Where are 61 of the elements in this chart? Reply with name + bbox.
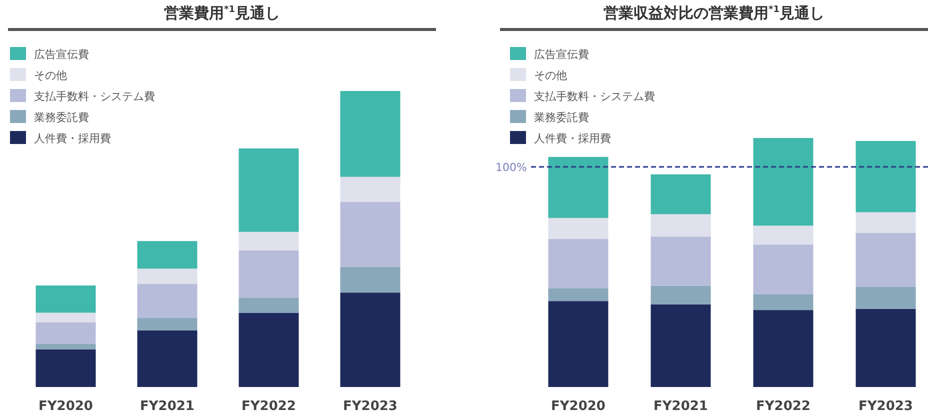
legend-label: 支払手数料・システム費	[34, 90, 155, 103]
x-tick-label: FY2021	[140, 399, 194, 414]
bar	[548, 288, 608, 302]
bar	[36, 285, 96, 313]
bar	[753, 244, 814, 294]
text: 100%	[496, 160, 527, 174]
legend-label: 広告宣伝費	[34, 48, 89, 61]
bar	[753, 294, 814, 310]
chart-title: 営業費用$^{*1}$見通し	[8, 4, 436, 31]
bar	[856, 140, 916, 212]
bar	[340, 91, 400, 177]
bar	[36, 349, 96, 387]
bar	[340, 202, 400, 267]
bar	[36, 312, 96, 322]
legend-label: その他	[534, 69, 567, 82]
legend-label: 人件費・採用費	[34, 132, 111, 145]
bar	[856, 212, 916, 233]
legend-label: 人件費・採用費	[534, 132, 611, 145]
bar	[340, 176, 400, 202]
bar	[753, 226, 814, 245]
legend-label: 業務委託費	[34, 111, 89, 124]
bar	[340, 266, 400, 293]
bar	[856, 232, 916, 287]
bar	[650, 236, 711, 286]
bar	[548, 156, 608, 218]
x-tick-label: FY2021	[654, 399, 708, 414]
legend-label: その他	[34, 69, 67, 82]
bar	[36, 322, 96, 344]
bar	[753, 138, 814, 226]
bar	[137, 241, 198, 269]
x-tick-label: FY2023	[343, 399, 398, 414]
bar	[137, 268, 198, 284]
bar	[548, 238, 608, 288]
x-tick-label: FY2020	[38, 399, 93, 414]
bar	[650, 304, 711, 387]
bar	[137, 330, 198, 387]
legend-label: 広告宣伝費	[534, 48, 589, 61]
x-tick-label: FY2023	[858, 399, 913, 414]
bar	[238, 298, 299, 313]
bar	[548, 301, 608, 387]
legend-label: 業務委託費	[534, 111, 589, 124]
bar	[238, 313, 299, 387]
bar	[856, 286, 916, 309]
legend-label: 支払手数料・システム費	[534, 90, 655, 103]
chart-title: 営業収益対比の営業費用$^{*1}$見通し	[500, 4, 928, 31]
x-tick-label: FY2020	[551, 399, 606, 414]
bar	[238, 148, 299, 232]
bar	[650, 174, 711, 214]
bar	[548, 218, 608, 239]
bar	[650, 286, 711, 304]
x-tick-label: FY2022	[756, 399, 810, 414]
bar	[36, 344, 96, 350]
x-tick-label: FY2022	[242, 399, 296, 414]
bar	[753, 310, 814, 387]
bar	[137, 284, 198, 318]
bar	[340, 292, 400, 387]
bar	[856, 308, 916, 387]
bar	[238, 232, 299, 250]
bar	[238, 250, 299, 298]
bar	[650, 214, 711, 237]
bar	[137, 318, 198, 330]
